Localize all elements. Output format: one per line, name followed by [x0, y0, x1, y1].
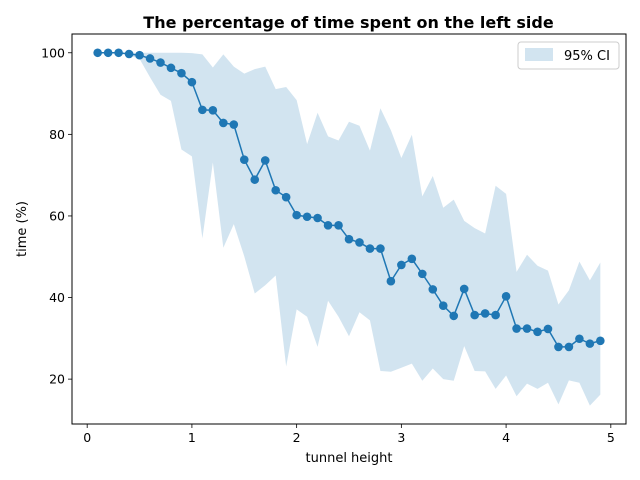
y-tick-label: 80 — [49, 127, 65, 142]
data-point — [449, 311, 459, 321]
x-tick-label: 1 — [188, 430, 196, 445]
x-tick-label: 0 — [83, 430, 91, 445]
data-point — [533, 327, 542, 337]
legend-swatch-ci — [525, 48, 553, 61]
data-point — [135, 50, 144, 60]
data-point — [250, 175, 260, 184]
data-point — [124, 49, 134, 59]
data-point — [292, 210, 301, 220]
x-tick-label: 5 — [607, 430, 615, 445]
y-tick-label: 40 — [49, 290, 65, 305]
y-axis: 20 40 60 80 100 — [41, 45, 72, 387]
data-point — [323, 221, 333, 230]
x-tick-label: 2 — [293, 430, 301, 445]
axes-frame — [71, 33, 627, 425]
data-point — [302, 212, 312, 222]
data-point — [554, 342, 563, 352]
data-point — [522, 324, 532, 333]
legend: 95% CI — [517, 41, 620, 70]
data-point — [491, 310, 500, 320]
data-point — [187, 77, 197, 87]
data-point — [543, 324, 553, 334]
data-point — [585, 339, 595, 348]
y-tick-label: 100 — [41, 45, 65, 60]
data-point — [397, 260, 406, 270]
data-point — [575, 334, 584, 344]
data-point — [407, 254, 417, 264]
data-point — [239, 155, 249, 164]
data-point — [512, 324, 521, 333]
data-point — [198, 105, 207, 115]
data-point — [386, 276, 396, 286]
data-point — [103, 48, 113, 58]
data-point — [177, 68, 186, 78]
chart-title: The percentage of time spent on the left… — [143, 13, 554, 32]
data-point — [166, 63, 176, 73]
data-point — [418, 269, 427, 279]
y-tick-label: 60 — [49, 208, 65, 223]
x-axis-label: tunnel height — [306, 451, 393, 466]
data-point — [501, 292, 511, 301]
data-point — [145, 54, 155, 63]
data-point — [219, 118, 228, 128]
y-axis-label: time (%) — [15, 201, 30, 257]
legend-label-ci: 95% CI — [564, 49, 610, 64]
data-point — [281, 192, 291, 202]
data-point — [334, 221, 343, 230]
ci-band — [97, 52, 601, 406]
legend-box — [517, 41, 620, 70]
data-point — [271, 185, 280, 195]
data-point — [480, 309, 490, 318]
data-point — [344, 234, 354, 244]
data-point — [376, 244, 385, 253]
x-tick-label: 3 — [397, 430, 405, 445]
data-point — [260, 156, 270, 165]
data-point — [428, 285, 438, 294]
data-point — [156, 58, 165, 67]
data-point — [470, 310, 479, 320]
data-point — [459, 284, 469, 294]
data-point — [208, 105, 218, 115]
data-point — [93, 48, 102, 58]
data-point — [365, 244, 375, 253]
data-point — [355, 238, 364, 247]
x-tick-label: 4 — [502, 430, 510, 445]
data-point — [564, 342, 574, 352]
data-point — [114, 48, 123, 58]
data-point — [438, 301, 448, 310]
y-tick-label: 20 — [49, 372, 65, 387]
x-axis: 0 1 2 3 4 5 — [83, 424, 615, 445]
plot-area — [93, 48, 605, 406]
data-point — [229, 120, 239, 129]
data-point — [596, 336, 605, 346]
data-point — [313, 213, 322, 223]
